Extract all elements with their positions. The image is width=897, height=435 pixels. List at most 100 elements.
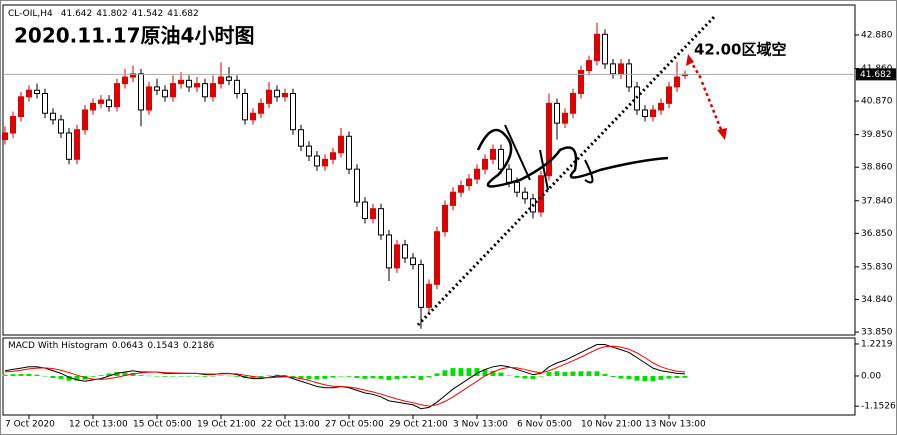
x-tick-label: 6 Nov 05:00 (517, 420, 572, 430)
candle-body (218, 76, 224, 85)
histogram-bar (618, 375, 624, 379)
candle-body (450, 191, 456, 206)
histogram-bar (2, 374, 8, 376)
arrow (688, 59, 704, 81)
histogram-bar (450, 368, 456, 376)
candle-body (202, 83, 208, 98)
arrow-head (717, 128, 727, 140)
histogram-bar (74, 375, 80, 381)
candle-body (650, 109, 656, 118)
candle-body (314, 155, 320, 167)
y-tick-label: 42.880 (861, 30, 893, 40)
histogram-bar (426, 375, 432, 378)
histogram-bar (482, 369, 488, 376)
histogram-bar (42, 375, 48, 377)
candle-body (514, 181, 520, 193)
candle-body (82, 109, 88, 131)
histogram-bar (458, 368, 464, 376)
arrow-head (686, 54, 694, 66)
candle-body (146, 86, 152, 111)
histogram-bar (626, 375, 632, 380)
candle-body (522, 191, 528, 200)
indicator-value: 0.2186 (183, 341, 215, 351)
candle-body (674, 76, 680, 88)
histogram-bar (106, 373, 112, 376)
y-tick-label: -1.1526 (861, 402, 896, 412)
candle-body (338, 135, 344, 154)
candle-body (250, 112, 256, 121)
candle-body (498, 148, 504, 170)
histogram-bar (162, 375, 168, 377)
histogram-bar (10, 374, 16, 376)
histogram-bar (234, 375, 240, 377)
current-price-box (856, 68, 896, 81)
histogram-bar (18, 373, 24, 376)
histogram-bar (274, 374, 280, 376)
histogram-bar (650, 375, 656, 382)
histogram-bar (586, 371, 592, 376)
histogram-bar (330, 375, 336, 378)
histogram-bar (530, 375, 536, 380)
candle-body (138, 73, 144, 111)
candle-body (330, 152, 336, 160)
histogram-bar (370, 375, 376, 379)
symbol: CL-OIL,H4 (8, 9, 53, 19)
candle-body (66, 132, 72, 160)
histogram-bar (434, 373, 440, 376)
candle-body (258, 102, 264, 114)
price-panel (2, 4, 856, 336)
histogram-bar (402, 375, 408, 379)
candle-body (586, 60, 592, 71)
histogram-bar (298, 375, 304, 379)
y-tick-label: 38.860 (861, 163, 893, 173)
candle-body (442, 204, 448, 233)
candle-body (106, 99, 112, 108)
histogram-bar (122, 372, 128, 376)
candle-body (666, 86, 672, 104)
y-tick-label: 0.00 (861, 371, 881, 381)
histogram-bar (354, 375, 360, 379)
histogram-bar (442, 370, 448, 376)
candle-body (594, 33, 600, 62)
histogram-bar (562, 372, 568, 376)
histogram-bar (90, 375, 96, 377)
candle-body (394, 244, 400, 269)
trend-line (416, 14, 717, 327)
symbol-header: CL-OIL,H4 41.642 41.802 41.542 41.682 (8, 9, 199, 19)
histogram-bar (114, 372, 120, 376)
histogram-bar (602, 373, 608, 376)
candle-body (42, 93, 48, 114)
histogram-bar (314, 375, 320, 380)
histogram-bar (394, 375, 400, 380)
low: 41.542 (132, 9, 164, 19)
histogram-bar (578, 371, 584, 376)
candle-body (290, 93, 296, 131)
candle-body (234, 79, 240, 95)
candle-body (378, 208, 384, 236)
candle-body (490, 148, 496, 160)
candle-body (274, 89, 280, 98)
histogram-bar (362, 375, 368, 379)
y-tick-label: 35.830 (861, 262, 893, 272)
histogram-bar (666, 375, 672, 379)
candle-body (354, 168, 360, 203)
histogram-bar (514, 375, 520, 378)
candle-body (170, 83, 176, 98)
histogram-bar (498, 372, 504, 376)
histogram-bar (34, 374, 40, 376)
y-tick-label: 36.850 (861, 229, 893, 239)
histogram-bar (306, 375, 312, 380)
histogram-bar (170, 375, 176, 377)
histogram-bar (250, 375, 256, 379)
arrow (700, 81, 724, 133)
plot-layer: 42.88041.86040.87039.85038.86037.84036.8… (2, 22, 896, 430)
x-tick-label: 3 Nov 13:00 (453, 420, 508, 430)
annotation: 42.00区域空 (694, 41, 786, 59)
histogram-bar (474, 368, 480, 376)
signature (476, 128, 669, 188)
x-tick-label: 15 Oct 05:00 (133, 420, 192, 430)
candle-body (402, 244, 408, 259)
candle-body (618, 63, 624, 75)
histogram-bar (378, 375, 384, 379)
candle-body (266, 89, 272, 104)
